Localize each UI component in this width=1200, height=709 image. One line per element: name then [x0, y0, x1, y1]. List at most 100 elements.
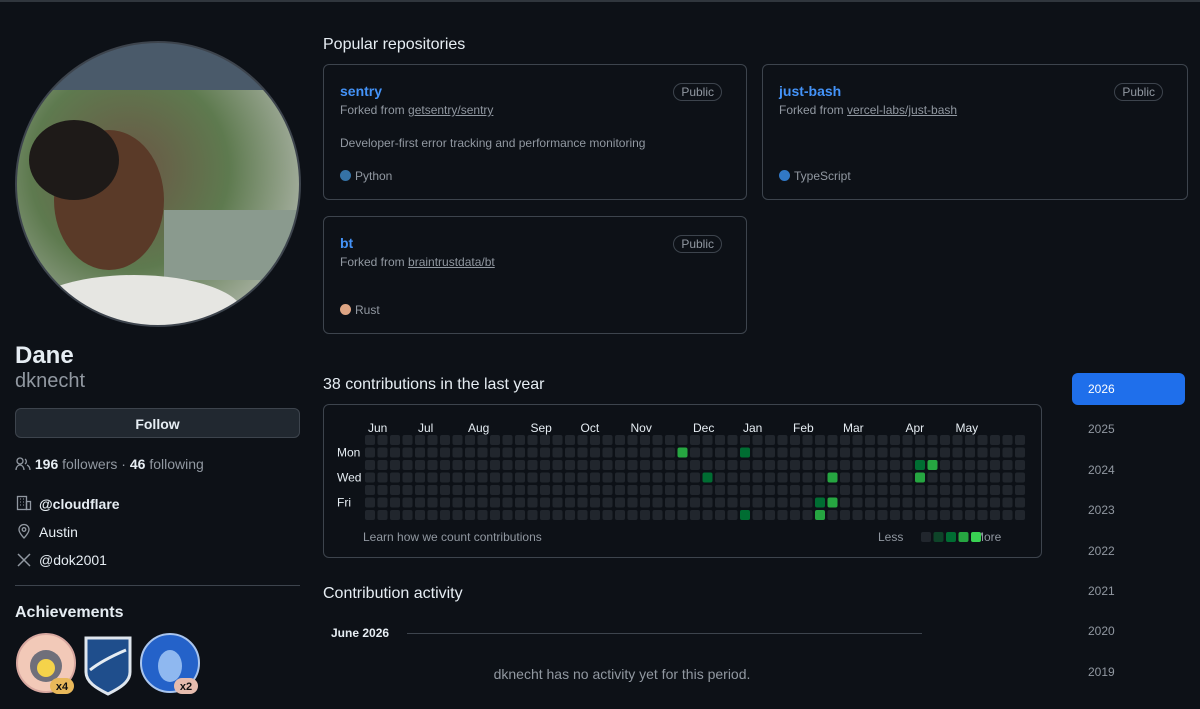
learn-link[interactable]: Learn how we count contributions: [363, 530, 542, 544]
year-button[interactable]: 2025: [1088, 422, 1115, 437]
contribution-cell: [740, 485, 750, 495]
contribution-cell: [652, 460, 663, 470]
contribution-cell: [977, 485, 988, 495]
contribution-cell: [827, 510, 838, 520]
contribution-cell: [840, 485, 850, 495]
contribution-cell: [715, 435, 725, 445]
contribution-cell: [490, 447, 500, 458]
year-button[interactable]: 2024: [1088, 462, 1115, 477]
contribution-cell: [440, 435, 450, 445]
contribution-cell: [365, 435, 375, 445]
contribution-cell: [952, 472, 963, 483]
contribution-cell: [790, 472, 800, 483]
contribution-cell: [802, 485, 813, 495]
contribution-cell: [552, 510, 563, 520]
visibility: Public: [1114, 83, 1163, 101]
fork-source[interactable]: vercel-labs/just-bash: [847, 103, 958, 117]
contribution-cell: [752, 435, 763, 445]
avatar[interactable]: [14, 40, 304, 330]
contribution-cell: [815, 472, 825, 483]
contribution-cell: [427, 485, 438, 495]
contribution-cell: [627, 435, 638, 445]
repo-name[interactable]: just-bash: [779, 83, 842, 99]
contribution-cell: [502, 472, 513, 483]
contribution-cell: [427, 447, 438, 458]
contribution-cell: [515, 497, 525, 508]
contribution-cell: [852, 472, 863, 483]
contribution-cell: [790, 485, 800, 495]
contribution-cell: [952, 447, 963, 458]
language-name: TypeScript: [794, 169, 851, 183]
badge[interactable]: [140, 633, 200, 693]
contribution-cell: [490, 472, 500, 483]
year-button[interactable]: 2021: [1088, 584, 1115, 598]
fork-source[interactable]: getsentry/sentry: [408, 103, 494, 117]
contribution-cell: [702, 435, 713, 445]
contribution-cell: [702, 510, 713, 520]
contribution-cell: [540, 510, 550, 520]
contribution-cell: [677, 472, 688, 483]
contribution-cell: [665, 435, 675, 445]
contribution-cell: [852, 435, 863, 445]
year-button[interactable]: 2026: [1072, 373, 1185, 405]
contribution-cell: [865, 485, 875, 495]
contribution-cell: [490, 497, 500, 508]
language-dot: [340, 170, 351, 181]
contribution-cell: [415, 435, 425, 445]
legend-swatch: [971, 532, 981, 542]
contribution-cell: [715, 447, 725, 458]
contribution-cell: [565, 485, 575, 495]
contribution-cell: [402, 472, 413, 483]
following-count[interactable]: 46: [129, 456, 146, 472]
year-button[interactable]: 2019: [1088, 664, 1115, 679]
followers-count[interactable]: 196: [34, 456, 59, 472]
contribution-cell: [702, 497, 713, 508]
contribution-cell: [802, 435, 813, 445]
contribution-cell: [577, 485, 588, 495]
contribution-cell: [590, 472, 600, 483]
company[interactable]: @cloudflare: [39, 496, 120, 512]
day-label: Fri: [337, 496, 351, 510]
fork-source[interactable]: braintrustdata/bt: [408, 255, 495, 269]
contribution-cell: [402, 510, 413, 520]
contribution-cell: [377, 447, 388, 458]
repo-name[interactable]: bt: [340, 235, 354, 251]
year-button[interactable]: 2023: [1088, 503, 1115, 518]
month-label: Nov: [631, 421, 652, 435]
contribution-cell: [740, 435, 750, 445]
contribution-cell: [927, 435, 938, 445]
contribution-cell: [515, 510, 525, 520]
contribution-cell: [527, 435, 538, 445]
badge[interactable]: [16, 633, 76, 693]
contribution-cell: [840, 510, 850, 520]
contribution-cell: [502, 497, 513, 508]
contribution-cell: [390, 510, 400, 520]
year-button[interactable]: 2020: [1088, 624, 1115, 639]
year-button[interactable]: 2022: [1088, 543, 1115, 558]
contribution-cell: [1015, 485, 1025, 495]
contribution-cell: [952, 485, 963, 495]
language-dot: [340, 304, 351, 315]
activity-empty: dknecht has no activity yet for this per…: [493, 666, 751, 682]
following-label[interactable]: following: [149, 456, 204, 472]
follow-button[interactable]: Follow: [15, 408, 300, 438]
contribution-cell: [927, 472, 938, 483]
contribution-cell: [877, 497, 888, 508]
fork-label: Forked from: [340, 255, 405, 269]
contribution-cell: [652, 497, 663, 508]
contribution-cell: [477, 460, 488, 470]
twitter[interactable]: @dok2001: [39, 552, 107, 568]
contribution-cell: [852, 460, 863, 470]
contribution-cell: [615, 510, 625, 520]
contribution-cell: [790, 497, 800, 508]
contribution-cell: [915, 460, 925, 470]
followers-label[interactable]: followers: [62, 456, 118, 472]
repo-name[interactable]: sentry: [340, 83, 383, 99]
contribution-cell: [540, 485, 550, 495]
badge[interactable]: [84, 636, 132, 696]
activity-month: June 2026: [331, 626, 390, 640]
contribution-cell: [665, 460, 675, 470]
contribution-cell: [902, 460, 913, 470]
contribution-cell: [902, 510, 913, 520]
location: Austin: [39, 524, 78, 540]
